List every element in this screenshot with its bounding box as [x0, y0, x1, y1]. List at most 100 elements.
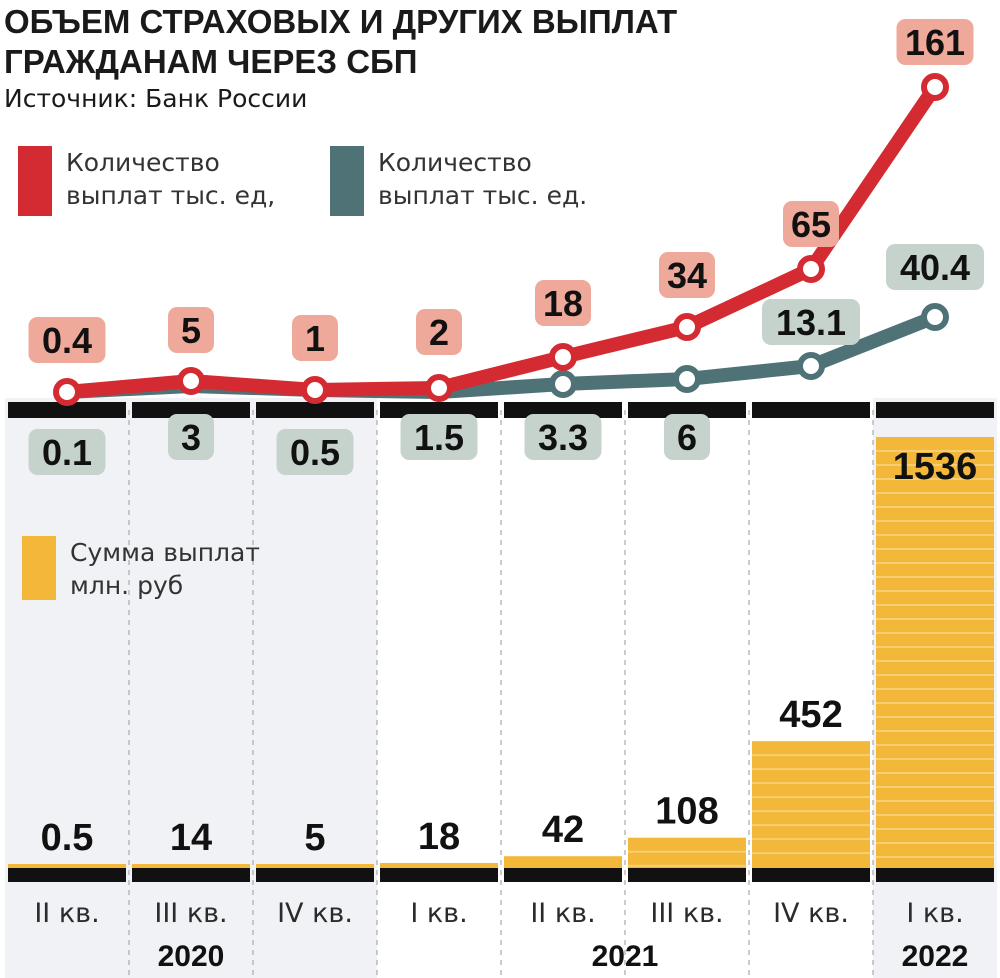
- legend-label-teal: Количество выплат тыс. ед.: [378, 148, 588, 210]
- top-axis-segment: [132, 402, 250, 418]
- point-red: [177, 367, 205, 395]
- red-value-label: 1: [305, 318, 325, 359]
- teal-value-label-bg: [762, 299, 860, 345]
- chart-title-line-2: ГРАЖДАНАМ ЧЕРЕЗ СБП: [4, 43, 418, 80]
- bar-2: [256, 864, 374, 868]
- bar-value-label: 0.5: [41, 817, 94, 859]
- bar-value-label: 14: [170, 817, 212, 859]
- x-tick-label: I кв.: [906, 898, 963, 929]
- gridlines: [128, 410, 874, 975]
- point-red: [673, 313, 701, 341]
- x-tick-label: II кв.: [34, 898, 99, 929]
- teal-value-label: 1.5: [414, 417, 464, 458]
- red-value-label: 5: [181, 310, 201, 351]
- teal-value-label-bg: [168, 414, 214, 460]
- red-value-label-bg: [28, 317, 106, 363]
- x-axis-labels: II кв. III кв. IV кв. I кв. II кв. III кв. IV …: [34, 898, 968, 973]
- bar-value-label: 18: [418, 816, 460, 858]
- bar-7: [876, 437, 994, 868]
- point-red: [549, 343, 577, 371]
- red-value-label: 0.4: [42, 320, 92, 361]
- legend-label-amount: Сумма выплат млн. руб: [70, 538, 260, 600]
- bar-5: [628, 837, 746, 868]
- top-axis-segment: [876, 402, 994, 418]
- teal-value-label: 3: [181, 417, 201, 458]
- teal-value-label-bg: [276, 429, 354, 475]
- bar-0: [8, 864, 126, 868]
- bar-value-label: 5: [304, 817, 325, 859]
- red-value-label: 18: [543, 283, 583, 324]
- top-axis-segment: [8, 402, 126, 418]
- teal-value-label-bg: [28, 429, 106, 475]
- teal-value-label: 0.5: [290, 432, 340, 473]
- point-teal: [549, 370, 577, 398]
- teal-value-label: 6: [677, 417, 697, 458]
- point-red: [301, 376, 329, 404]
- x-tick-label: III кв.: [154, 898, 227, 929]
- x-tick-label: I кв.: [410, 898, 467, 929]
- year-label: 2021: [592, 940, 659, 973]
- x-tick-label: IV кв.: [277, 898, 353, 929]
- teal-value-label: 0.1: [42, 432, 92, 473]
- bottom-axis-segment: [132, 868, 250, 882]
- teal-value-label: 40.4: [900, 247, 970, 288]
- point-red: [425, 374, 453, 402]
- point-red: [53, 378, 81, 406]
- red-value-label: 65: [791, 204, 831, 245]
- year-label: 2020: [158, 940, 225, 973]
- bar-1: [132, 864, 250, 868]
- legend-item-teal: Количество выплат тыс. ед.: [330, 146, 618, 216]
- bar-4: [504, 856, 622, 868]
- legend-item-red: Количество выплат тыс. ед,: [18, 146, 306, 216]
- top-axis-segment: [256, 402, 374, 418]
- point-teal: [673, 365, 701, 393]
- bottom-axis-segment: [8, 868, 126, 882]
- red-value-label-bg: [659, 252, 715, 298]
- red-value-label-bg: [783, 201, 839, 247]
- chart-source: Источник: Банк России: [4, 84, 308, 113]
- top-axis-segment: [752, 402, 870, 418]
- point-red: [921, 73, 949, 101]
- teal-value-label-bg: [886, 244, 984, 290]
- red-value-label-bg: [292, 315, 338, 361]
- point-red: [797, 255, 825, 283]
- teal-value-label-bg: [664, 414, 710, 460]
- legend-swatch-red: [18, 146, 52, 216]
- year-band-2020: [5, 398, 377, 978]
- x-tick-label: III кв.: [650, 898, 723, 929]
- series-line-red: [60, 80, 942, 399]
- teal-value-label: 3.3: [538, 417, 588, 458]
- red-value-label-bg: [416, 309, 462, 355]
- bar-3: [380, 862, 498, 868]
- point-teal: [921, 303, 949, 331]
- teal-value-label: 13.1: [776, 302, 846, 343]
- chart-title: ОБЪЕМ СТРАХОВЫХ И ДРУГИХ ВЫПЛАТ ГРАЖДАНА…: [4, 2, 677, 82]
- bar-value-label: 42: [542, 809, 584, 851]
- point-teal: [797, 352, 825, 380]
- teal-value-label-bg: [524, 414, 602, 460]
- data-labels: 0.5 14 5 18 42 108 452 1536 0.4 5 1 2 18 34 65 161 0.1 3 0…: [28, 19, 984, 859]
- legend-swatch-amount: [22, 536, 56, 600]
- bar-value-label: 452: [779, 694, 842, 736]
- x-tick-label: II кв.: [530, 898, 595, 929]
- year-label: 2022: [902, 940, 969, 973]
- x-tick-label: IV кв.: [773, 898, 849, 929]
- bar-6: [752, 741, 870, 868]
- bottom-axis-segment: [628, 868, 746, 882]
- bar-value-label: 108: [655, 791, 718, 833]
- red-value-label: 161: [905, 22, 965, 63]
- bottom-axis-segment: [380, 868, 498, 882]
- bottom-axis-segment: [256, 868, 374, 882]
- bottom-axis-segment: [752, 868, 870, 882]
- legend-swatch-teal: [330, 146, 364, 216]
- bottom-axis-segment: [876, 868, 994, 882]
- chart-title-line-1: ОБЪЕМ СТРАХОВЫХ И ДРУГИХ ВЫПЛАТ: [4, 3, 678, 40]
- top-axis-segment: [628, 402, 746, 418]
- bottom-axis-segment: [504, 868, 622, 882]
- bar-series: [8, 437, 994, 868]
- red-value-label-bg: [896, 19, 974, 65]
- legend-label-red: Количество выплат тыс. ед,: [66, 148, 276, 210]
- bar-value-label: 1536: [893, 446, 978, 488]
- red-value-label-bg: [535, 280, 591, 326]
